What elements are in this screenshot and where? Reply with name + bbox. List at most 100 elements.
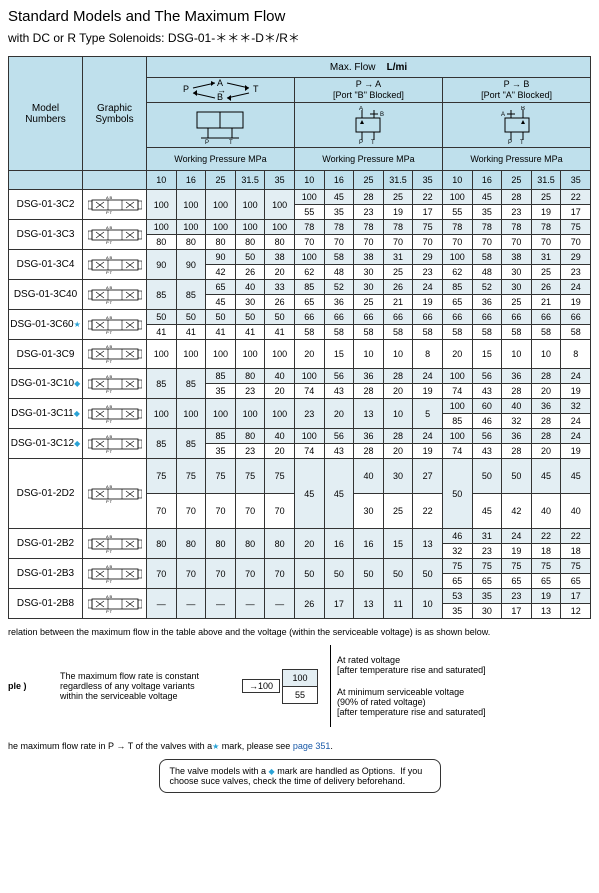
graphic-symbol-icon: A BP T [88,256,142,274]
value-cell: 50 [147,310,177,325]
value-cell: 80 [235,369,265,384]
value-cell: 100 [294,250,324,265]
model-cell: DSG-01-3C2 [9,190,83,220]
value-cell: 31 [472,529,502,544]
value-cell: 58 [324,250,354,265]
svg-text:P T: P T [106,609,113,613]
pressure-col: 31.5 [235,171,265,190]
pressure-col: 25 [502,171,532,190]
value-cell: 70 [294,235,324,250]
svg-text:A B: A B [106,345,113,349]
value-cell: 58 [294,325,324,340]
value-cell: 36 [502,369,532,384]
value-cell: 41 [176,325,206,340]
value-cell: 78 [324,220,354,235]
value-cell: 40 [235,280,265,295]
model-cell: DSG-01-3C9 [9,340,83,369]
symbol-cell: A B P T [83,340,147,369]
value-cell: 75 [206,459,236,494]
schematic-2: AB PT [294,103,442,148]
schematic-1: PT [147,103,295,148]
svg-text:A B: A B [106,565,113,569]
svg-text:A B: A B [106,196,113,200]
value-cell: 42 [206,265,236,280]
symbol-cell: A BP T [83,589,147,619]
value-cell: 100 [147,399,177,429]
value-cell: 70 [354,235,384,250]
symbol-cell: A BP T [83,220,147,250]
value-cell: 26 [235,265,265,280]
value-cell: 30 [354,265,384,280]
value-cell: 58 [502,325,532,340]
svg-text:A B: A B [106,485,113,489]
value-cell: 65 [472,574,502,589]
value-cell: 85 [147,369,177,399]
value-cell: 13 [413,529,443,559]
example-block: ple ) The maximum flow rate is constant … [8,645,591,727]
value-cell: 24 [502,529,532,544]
page-link[interactable]: page 351 [293,741,331,751]
symbol-cell: A BP T [83,190,147,220]
value-cell: 42 [502,494,532,529]
value-cell: 100 [265,220,295,235]
value-cell: 28 [502,444,532,459]
value-cell: 20 [531,384,561,399]
svg-text:A B: A B [106,286,113,290]
value-cell: 15 [383,529,413,559]
value-cell: 30 [235,295,265,310]
value-cell: 80 [176,235,206,250]
value-cell: 75 [472,559,502,574]
value-cell: 65 [442,574,472,589]
value-cell: 28 [531,369,561,384]
svg-text:A: A [501,112,505,118]
value-cell: — [206,589,236,619]
value-cell: 36 [472,295,502,310]
value-cell: 58 [472,325,502,340]
value-cell: 80 [235,429,265,444]
value-cell: 74 [294,384,324,399]
svg-text:P T: P T [106,359,113,363]
symbol-cell: A BP T [83,529,147,559]
value-cell: 90 [206,250,236,265]
value-cell: 70 [561,235,591,250]
page-subtitle: with DC or R Type Solenoids: DSG-01-＊＊＊-… [8,29,591,46]
table-row: DSG-01-3C10◆A BP T8585858040100563628241… [9,369,591,384]
value-cell: 10 [354,340,384,369]
value-cell: 32 [442,544,472,559]
value-cell: 70 [206,559,236,589]
value-cell: 30 [354,494,384,529]
value-cell: 100 [235,399,265,429]
graphic-symbol-icon: A BP T [88,595,142,613]
value-cell: 23 [502,589,532,604]
model-cell: DSG-01-3C60★ [9,310,83,340]
value-cell: 66 [502,310,532,325]
pressure-col: 25 [354,171,384,190]
pressure-col: 10 [294,171,324,190]
value-cell: 19 [561,295,591,310]
value-cell: 85 [176,429,206,459]
value-cell: 78 [531,220,561,235]
value-cell: 50 [354,559,384,589]
value-cell: 35 [472,589,502,604]
value-cell: 66 [294,310,324,325]
value-cell: 70 [265,559,295,589]
pressure-col: 16 [472,171,502,190]
value-cell: 58 [383,325,413,340]
value-cell: 100 [442,399,472,414]
value-cell: 75 [531,559,561,574]
value-cell: 70 [176,494,206,529]
value-cell: 43 [324,444,354,459]
value-cell: 22 [413,190,443,205]
valve-schematic-icon: AB PT [340,106,396,144]
value-cell: 55 [294,205,324,220]
value-cell: 23 [235,384,265,399]
value-cell: 28 [354,384,384,399]
value-cell: 85 [294,280,324,295]
graphic-symbol-icon: A BP T [88,375,142,393]
value-cell: 19 [561,384,591,399]
col-model: Model Numbers [9,57,83,171]
value-cell: 19 [413,444,443,459]
value-cell: 38 [265,250,295,265]
value-cell: 26 [383,280,413,295]
value-cell: 66 [354,310,384,325]
